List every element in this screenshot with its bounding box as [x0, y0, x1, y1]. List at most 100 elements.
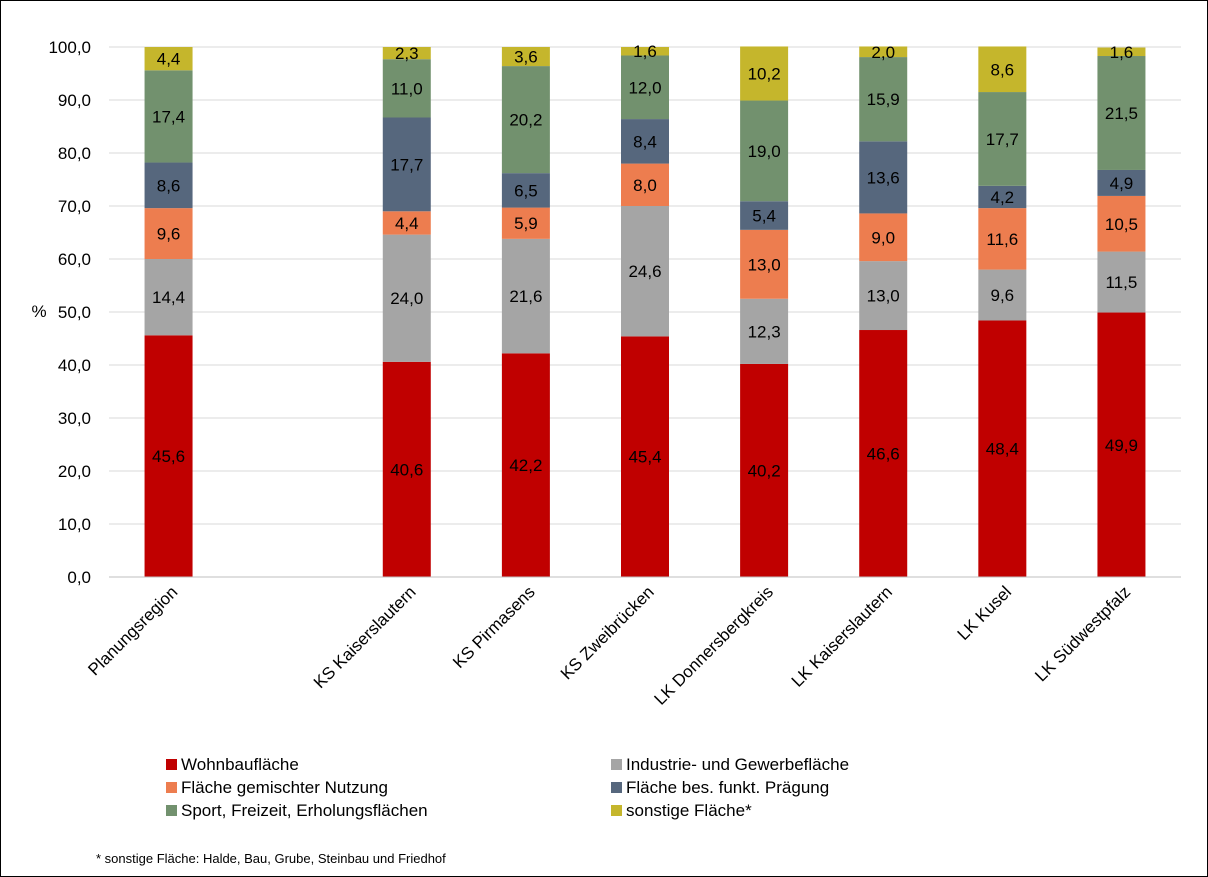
y-tick-label: 0,0 [67, 568, 91, 587]
data-label: 11,5 [1106, 273, 1138, 292]
x-tick-label: LK Kaiserslautern [788, 582, 896, 690]
x-tick-label: LK Donnersbergkreis [651, 582, 777, 708]
bar-segment [621, 47, 669, 56]
bar-segment [382, 117, 431, 212]
bar-segment [501, 238, 550, 354]
bar-segment [144, 47, 193, 71]
bar-segment [621, 206, 669, 337]
data-label: 24,6 [628, 262, 661, 281]
x-tick-label: KS Kaiserslautern [310, 582, 420, 692]
data-label: 45,6 [152, 447, 185, 466]
data-label: 3,6 [514, 48, 538, 67]
data-label: 15,9 [867, 90, 900, 109]
data-label: 8,0 [633, 176, 657, 195]
y-axis-ticks: 0,0 10,0 20,0 30,0 40,0 50,0 60,0 70,0 80,0 90,0 1… [48, 38, 91, 587]
bar-segment [859, 57, 908, 142]
bar-segment [382, 361, 431, 577]
x-tick-label: Planungsregion [84, 582, 181, 679]
bar-segment [1097, 47, 1146, 57]
y-tick-label: 80,0 [58, 144, 91, 163]
bar-segment [501, 207, 550, 239]
bar-segment [859, 213, 908, 262]
y-tick-label: 20,0 [58, 462, 91, 481]
data-label: 8,6 [991, 60, 1015, 79]
legend-label: sonstige Fläche* [626, 801, 752, 820]
data-label: 42,2 [509, 456, 542, 475]
legend-swatch [166, 759, 177, 770]
bar-segment [144, 162, 193, 209]
bar-segment [621, 55, 669, 120]
bar-segment [740, 46, 789, 101]
data-label: 13,0 [748, 255, 781, 274]
y-tick-label: 40,0 [58, 356, 91, 375]
bar-segment [859, 46, 908, 58]
bar-segment [144, 70, 193, 163]
data-label: 6,5 [514, 181, 538, 200]
y-tick-label: 10,0 [58, 515, 91, 534]
bar-segment [740, 229, 789, 299]
bar-segment [1097, 312, 1146, 577]
data-label: 48,4 [986, 440, 1019, 459]
data-label: 4,4 [157, 50, 181, 69]
bar-segment [1097, 56, 1146, 170]
data-label: 2,3 [395, 44, 419, 63]
data-label: 19,0 [748, 142, 781, 161]
bar-segment [978, 92, 1027, 186]
bar-segment [740, 298, 789, 364]
bar-segment [501, 47, 550, 67]
bar-segment [382, 47, 431, 60]
data-label: 10,2 [748, 65, 781, 84]
bar-segment [1097, 195, 1146, 252]
x-tick-label: LK Kusel [954, 582, 1016, 644]
data-label: 11,6 [986, 230, 1018, 249]
bar-segment [144, 259, 193, 336]
legend-swatch [611, 805, 622, 816]
bar-segment [382, 211, 431, 235]
y-tick-label: 30,0 [58, 409, 91, 428]
data-label: 45,4 [628, 448, 661, 467]
x-tick-label: KS Zweibrücken [557, 582, 658, 683]
legend-label: Fläche gemischter Nutzung [181, 778, 388, 797]
y-tick-label: 70,0 [58, 197, 91, 216]
bar-segment [621, 336, 669, 577]
data-label: 17,4 [152, 107, 185, 126]
data-label: 5,4 [752, 207, 776, 226]
bar-segment [740, 100, 789, 202]
data-label: 49,9 [1105, 436, 1138, 455]
data-label: 8,4 [633, 132, 657, 151]
legend-swatch [611, 759, 622, 770]
data-label: 4,9 [1110, 174, 1134, 193]
data-label: 11,0 [391, 79, 423, 98]
legend-swatch [166, 782, 177, 793]
data-label: 14,4 [152, 288, 185, 307]
data-label: 46,6 [867, 445, 900, 464]
bar-segment [978, 320, 1027, 577]
bar-segment [144, 208, 193, 259]
legend-label: Sport, Freizeit, Erholungsflächen [181, 801, 428, 820]
bar-segment [978, 185, 1027, 209]
bar-segment [501, 66, 550, 174]
data-label: 9,0 [871, 228, 895, 247]
bar-segment [859, 141, 908, 214]
bar-segment [740, 363, 789, 577]
y-tick-label: 100,0 [48, 38, 91, 57]
data-label: 40,2 [748, 461, 781, 480]
bar-segment [859, 330, 908, 577]
data-label: 12,0 [628, 78, 661, 97]
legend: Wohnbaufläche Industrie- und Gewerbefläch… [166, 755, 849, 820]
bars: 45,6 14,4 9,6 8,6 17,4 4,4 40,6 24,0 4,4 17,7 11,0… [144, 42, 1146, 577]
y-tick-label: 60,0 [58, 250, 91, 269]
data-label: 12,3 [748, 322, 781, 341]
bar-segment [501, 353, 550, 577]
data-label: 10,5 [1105, 215, 1138, 234]
x-axis-labels: Planungsregion KS Kaiserslautern KS Pirmas… [84, 582, 1134, 708]
data-label: 17,7 [390, 155, 423, 174]
data-label: 17,7 [986, 130, 1019, 149]
legend-label: Wohnbaufläche [181, 755, 299, 774]
y-tick-label: 90,0 [58, 91, 91, 110]
data-label: 1,6 [633, 42, 657, 61]
bar-segment [1097, 251, 1146, 313]
data-label: 24,0 [390, 289, 423, 308]
